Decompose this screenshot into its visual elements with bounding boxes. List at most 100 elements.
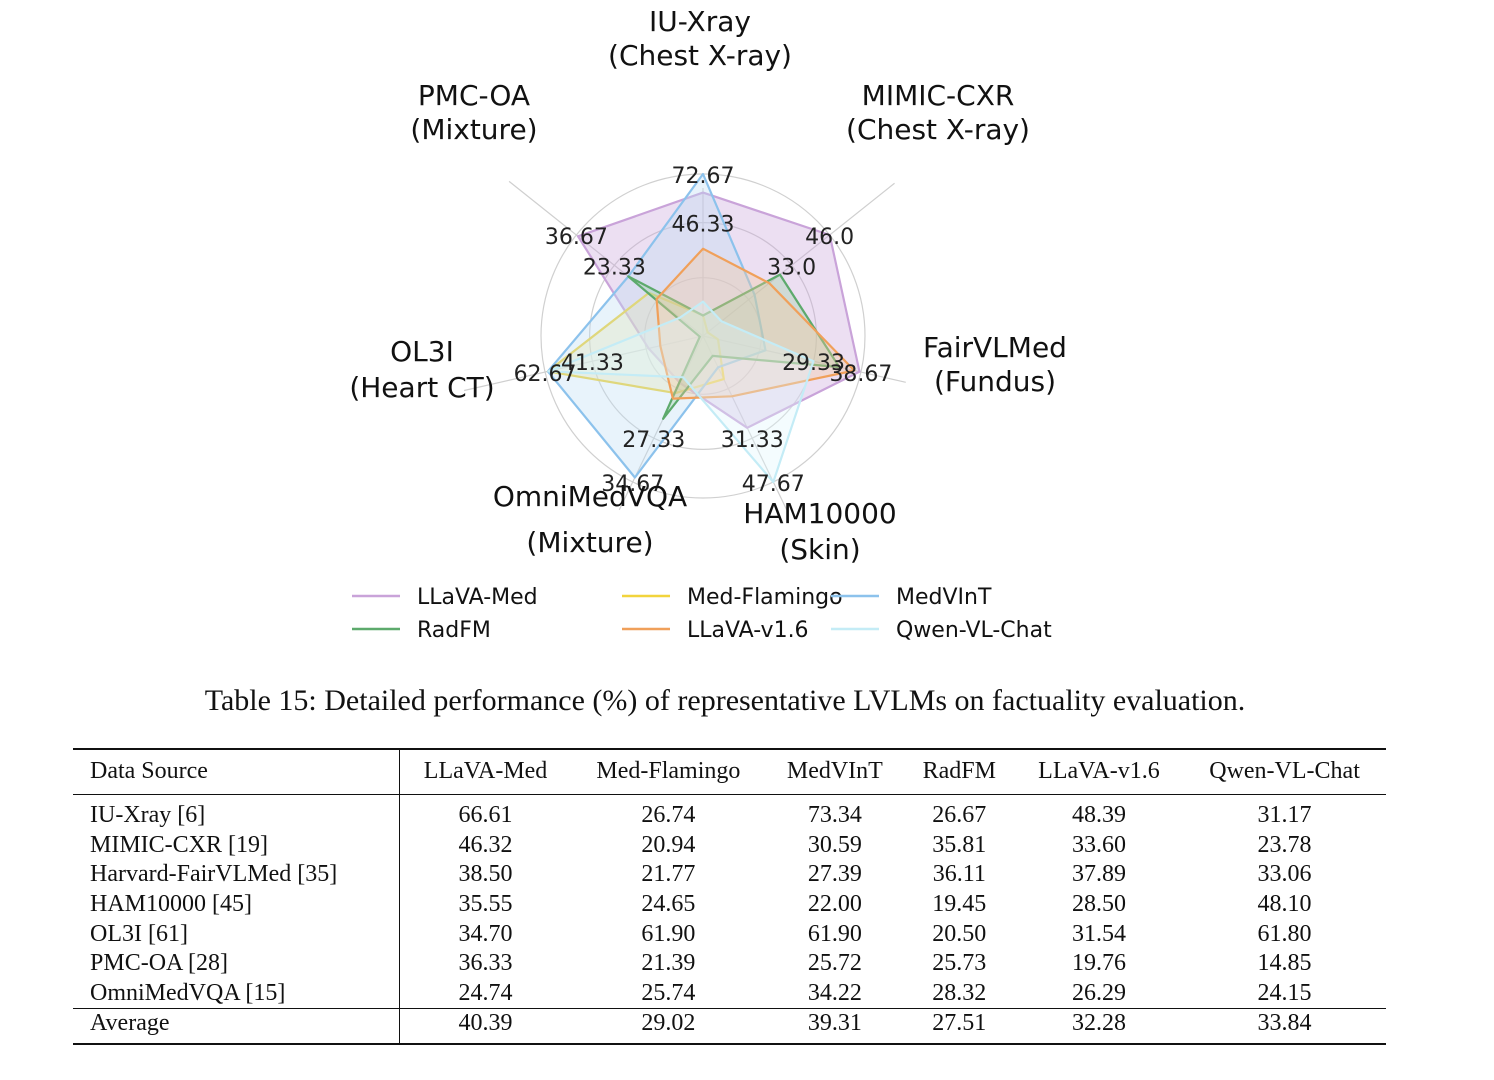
table-average-row: Average 40.39 29.02 39.31 27.51 32.28 33… [73,1008,1386,1044]
tick-label: 46.0 [805,225,854,250]
axis-spoke [702,335,906,383]
row-label: PMC-OA [28] [73,948,401,979]
table-cell: 21.77 [641,861,696,888]
axis-label-subtitle: (Mixture) [410,113,537,146]
legend-label: RadFM [417,618,491,643]
table-row: OL3I [61] 34.70 61.90 61.90 20.50 31.54 61.80 [73,919,1386,949]
legend-label: Qwen-VL-Chat [896,618,1052,643]
header-llava-v16: LLaVA-v1.6 [1038,758,1160,784]
table-row: Harvard-FairVLMed [35] 38.50 21.77 27.39 36.… [73,860,1386,890]
axis-label-subtitle: (Mixture) [526,526,653,559]
row-label: IU-Xray [6] [73,794,401,831]
table-cell: 28.32 [932,979,987,1006]
table-cell: 14.85 [1257,950,1312,977]
axis-spoke [508,180,704,337]
header-radfm: RadFM [922,758,996,784]
results-table: Data Source LLaVA-Med Med-Flamingo MedVI… [73,748,1386,1045]
table-cell: 20.50 [932,920,987,947]
table-cell: 30.59 [807,831,862,858]
radar-axis-labels: IU-Xray(Chest X-ray)MIMIC-CXR(Chest X-ra… [349,5,1067,566]
table-cell: 61.90 [807,920,862,947]
average-cell: 27.51 [932,1010,987,1037]
axis-label-name: OmniMedVQA [493,480,687,513]
table-cell: 34.70 [458,920,513,947]
series-polygon-llava-v1-6 [655,247,856,400]
table-cell: 48.39 [1071,802,1126,829]
legend-label: LLaVA-Med [417,585,538,610]
axis-label-name: HAM10000 [743,497,896,530]
table-header-row: Data Source LLaVA-Med Med-Flamingo MedVI… [73,749,1386,795]
table-body: IU-Xray [6] 66.61 26.74 73.34 26.67 48.39 31.1… [73,794,1386,1009]
table-cell: 27.39 [807,861,862,888]
tick-label: 62.67 [514,362,577,387]
axis-label-name: OL3I [390,335,454,368]
tick-label: 27.33 [622,428,685,453]
table-cell: 31.54 [1071,920,1126,947]
table-cell: 19.76 [1071,950,1126,977]
table-row: PMC-OA [28] 36.33 21.39 25.72 25.73 19.76 14.8… [73,948,1386,979]
axis-label-subtitle: (Heart CT) [349,371,494,404]
radar-grid [464,173,906,511]
table-row: IU-Xray [6] 66.61 26.74 73.34 26.67 48.39 31.1… [73,794,1386,831]
average-cell: 33.84 [1257,1010,1312,1037]
average-cell: 40.39 [458,1010,513,1037]
axis-label-name: IU-Xray [649,5,751,38]
axis-label-subtitle: (Chest X-ray) [608,39,792,72]
header-med-flamingo: Med-Flamingo [596,758,741,784]
axis-label-name: MIMIC-CXR [862,79,1015,112]
axis-spoke [618,335,704,511]
tick-label: 23.33 [583,255,646,280]
axis-label-name: FairVLMed [923,331,1067,364]
table-cell: 38.50 [458,861,513,888]
axis-label-subtitle: (Skin) [779,533,860,566]
table-cell: 25.72 [807,950,862,977]
axis-spoke [702,182,895,337]
row-label: Harvard-FairVLMed [35] [73,860,401,890]
table-row: OmniMedVQA [15] 24.74 25.74 34.22 28.32 26.29… [73,978,1386,1009]
axis-label-subtitle: (Chest X-ray) [846,113,1030,146]
tick-label: 34.67 [601,472,664,497]
table-cell: 34.22 [807,979,862,1006]
table-cell: 48.10 [1257,891,1312,918]
table-cell: 21.39 [641,950,696,977]
row-label: HAM10000 [45] [73,889,401,920]
table-cell: 24.15 [1257,979,1312,1006]
table-cell: 28.50 [1071,891,1126,918]
table-cell: 23.78 [1257,831,1312,858]
tick-label: 38.67 [829,362,892,387]
tick-label: 36.67 [545,225,608,250]
tick-label: 29.33 [782,351,845,376]
table-cell: 61.80 [1257,920,1312,947]
series-polygon-medvint [546,172,767,479]
table-cell: 19.45 [932,891,987,918]
table-cell: 35.55 [458,891,513,918]
table-cell: 33.60 [1071,831,1126,858]
header-llava-med: LLaVA-Med [423,758,548,784]
legend-label: LLaVA-v1.6 [687,618,809,643]
table-cell: 46.32 [458,831,513,858]
table-cell: 37.89 [1071,861,1126,888]
table-cell: 20.94 [641,831,696,858]
legend-label: Med-Flamingo [687,585,843,610]
table-cell: 22.00 [807,891,862,918]
table-cell: 25.73 [932,950,987,977]
table-cell: 24.74 [458,979,513,1006]
table-cell: 26.74 [641,802,696,829]
table-cell: 25.74 [641,979,696,1006]
table-cell: 61.90 [641,920,696,947]
table-cell: 33.06 [1257,861,1312,888]
table-row: MIMIC-CXR [19] 46.32 20.94 30.59 35.81 33.60 2… [73,830,1386,861]
table-cell: 36.33 [458,950,513,977]
average-cell: 32.28 [1071,1010,1126,1037]
table-cell: 24.65 [641,891,696,918]
average-cell: 29.02 [641,1010,696,1037]
table-cell: 26.29 [1071,979,1126,1006]
row-label: OmniMedVQA [15] [73,978,401,1009]
series-polygon-radfm [627,273,841,420]
header-qwen-vl-chat: Qwen-VL-Chat [1209,758,1360,784]
axis-label-name: PMC-OA [418,79,530,112]
tick-label: 33.0 [767,255,816,280]
table-cell: 26.67 [932,802,987,829]
